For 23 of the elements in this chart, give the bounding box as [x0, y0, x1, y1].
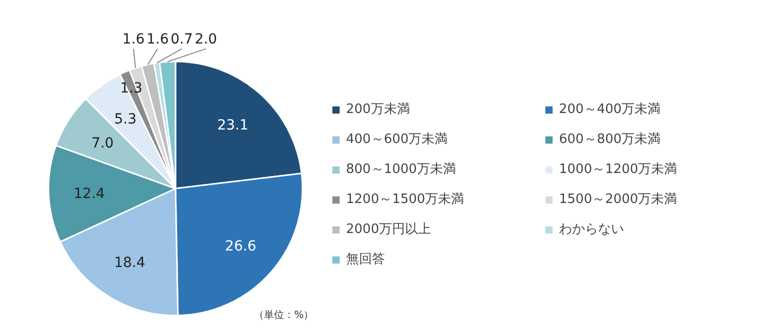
- legend-label: 1500～2000万未満: [559, 191, 678, 208]
- data-label: 18.4: [114, 255, 146, 272]
- legend-label: 600～800万未満: [559, 131, 662, 148]
- data-label: 23.1: [217, 117, 248, 134]
- data-label: 2.0: [194, 32, 218, 48]
- legend-label: 400～600万未満: [346, 131, 449, 148]
- data-label: 5.3: [114, 112, 137, 128]
- text: （単位：%）: [254, 309, 314, 321]
- legend-label: わからない: [559, 221, 625, 238]
- data-label: 1.6: [122, 32, 145, 48]
- data-label: 7.0: [91, 136, 114, 152]
- data-label: 12.4: [74, 186, 105, 202]
- legend-label: 1000～1200万未満: [559, 161, 678, 178]
- legend-label: 800～1000万未満: [346, 161, 457, 178]
- legend-label: 200万未満: [346, 101, 411, 118]
- data-label: 0.7: [170, 32, 193, 48]
- legend-label: 無回答: [346, 251, 386, 268]
- data-label: 1.3: [120, 80, 142, 97]
- legend-label: 2000万円以上: [346, 221, 432, 238]
- data-label: 26.6: [225, 238, 256, 255]
- legend-label: 200～400万未満: [559, 101, 662, 118]
- data-label: 1.6: [146, 32, 169, 48]
- legend-label: 1200～1500万未満: [346, 191, 466, 208]
